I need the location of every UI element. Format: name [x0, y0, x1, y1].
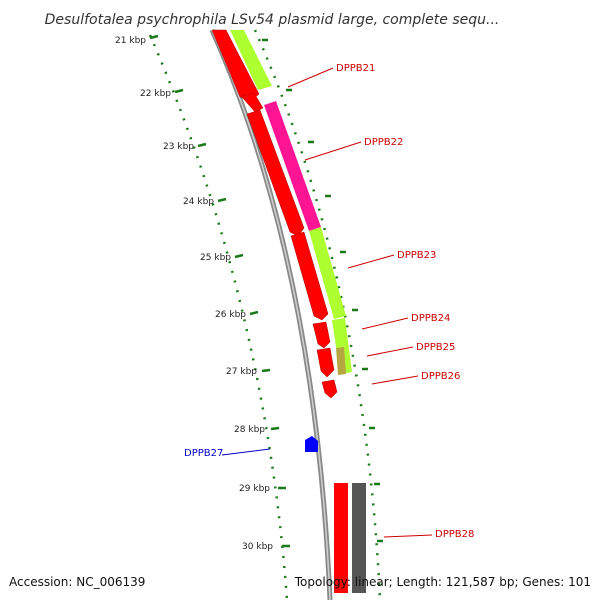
- cog-feature-green-3: [332, 318, 352, 374]
- cog-features: [230, 30, 366, 593]
- cog-feature-tan: [336, 347, 346, 375]
- cds-features: [211, 29, 348, 593]
- kbp-label-26: 26 kbp: [215, 310, 246, 320]
- cds-arrow-7: [321, 379, 338, 399]
- kbp-label-25: 25 kbp: [200, 253, 231, 263]
- kbp-label-29: 29 kbp: [239, 484, 270, 494]
- gene-label-dppb27[interactable]: DPPB27: [184, 448, 223, 459]
- kbp-label-22: 22 kbp: [140, 89, 171, 99]
- gene-label-dppb28[interactable]: DPPB28: [435, 529, 474, 540]
- cog-feature-green-2: [309, 227, 346, 319]
- kbp-label-24: 24 kbp: [183, 197, 214, 207]
- cog-feature-green-1: [230, 30, 272, 90]
- cds-arrow-4: [290, 231, 329, 321]
- cog-feature-gray: [352, 483, 366, 593]
- kbp-labels: 21 kbp 22 kbp 23 kbp 24 kbp 25 kbp 26 kb…: [115, 36, 273, 552]
- kbp-ticks: [149, 34, 290, 548]
- gene-labels: DPPB21 DPPB22 DPPB23 DPPB24 DPPB25 DPPB2…: [184, 63, 474, 540]
- outer-ticks: [262, 38, 383, 543]
- cds-arrow-6: [316, 347, 335, 378]
- gene-label-dppb24[interactable]: DPPB24: [411, 313, 450, 324]
- cog-feature-pink: [264, 101, 321, 231]
- gene-label-dppb25[interactable]: DPPB25: [416, 342, 455, 353]
- cds-arrow-5: [312, 321, 331, 349]
- map-title: Desulfotalea psychrophila LSv54 plasmid …: [45, 12, 500, 28]
- gene-label-dppb26[interactable]: DPPB26: [421, 371, 460, 382]
- gene-leader-lines: [221, 67, 433, 538]
- accession-text: Accession: NC_006139: [9, 575, 145, 589]
- backbone-highlight: [211, 29, 331, 600]
- outer-dotted-arc: [253, 29, 382, 600]
- cds-arrow-2: [240, 92, 264, 113]
- topology-summary: Topology: linear; Length: 121,587 bp; Ge…: [294, 575, 591, 589]
- rna-feature-blue: [305, 436, 318, 452]
- gene-label-dppb23[interactable]: DPPB23: [397, 250, 436, 261]
- cds-arrow-8: [334, 483, 348, 593]
- kbp-label-30: 30 kbp: [242, 542, 273, 552]
- gene-label-dppb22[interactable]: DPPB22: [364, 137, 403, 148]
- kbp-label-27: 27 kbp: [226, 367, 257, 377]
- inner-dotted-arc: [148, 34, 289, 600]
- kbp-label-21: 21 kbp: [115, 36, 146, 46]
- kbp-label-28: 28 kbp: [234, 425, 265, 435]
- cds-arrow-3: [246, 109, 305, 237]
- gene-label-dppb21[interactable]: DPPB21: [336, 63, 375, 74]
- kbp-label-23: 23 kbp: [163, 142, 194, 152]
